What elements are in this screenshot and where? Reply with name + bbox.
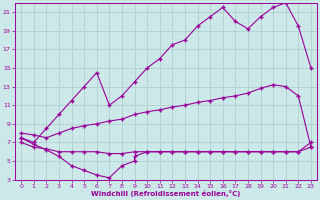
- X-axis label: Windchill (Refroidissement éolien,°C): Windchill (Refroidissement éolien,°C): [91, 190, 241, 197]
